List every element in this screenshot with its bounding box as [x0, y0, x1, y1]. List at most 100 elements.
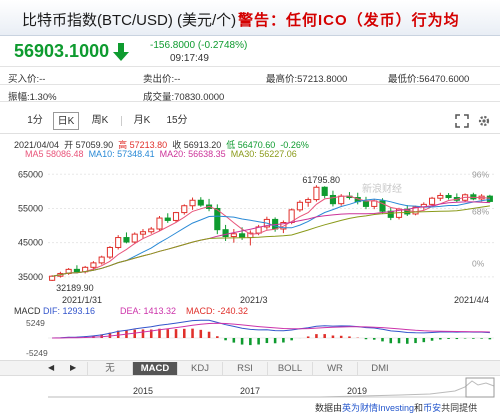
quote-time: 09:17:49 — [170, 53, 209, 64]
macd-dif-line — [52, 319, 490, 339]
scroll-right-icon[interactable]: ▶ — [70, 363, 77, 372]
price-change: -156.8000 (-0.2748%) — [150, 40, 248, 51]
candle-ohlc: 2021/04/04 开 57059.90 高 57213.80 收 56913… — [14, 138, 309, 151]
ask-price: 卖出价:-- — [143, 74, 181, 85]
timeline-overview — [48, 377, 495, 398]
tab-1min[interactable]: 1分 — [27, 115, 43, 126]
ma5-value: MA5 58086.48 — [25, 149, 84, 159]
x-tick-label: 2021/3 — [240, 295, 268, 305]
candle — [181, 204, 188, 215]
fullscreen-icon[interactable] — [455, 114, 469, 128]
tab-weekly-k[interactable]: 周K — [91, 115, 109, 126]
macd-tick-top: 5249 — [26, 318, 45, 328]
ma30-line — [52, 205, 490, 277]
right-pct-label: 0% — [472, 259, 485, 269]
source-prefix: 数据由 — [315, 403, 343, 413]
quote-info-table: 买入价:-- 卖出价:-- 最高价:57213.8000 最低价:56470.6… — [0, 66, 500, 103]
candle — [106, 246, 114, 260]
candle — [412, 205, 419, 216]
data-source: 数据由英为财情Investing和币安共同提供 — [315, 401, 477, 413]
tab-monthly-k[interactable]: 月K — [133, 115, 151, 126]
settings-icon[interactable] — [477, 114, 491, 128]
indicator-boll[interactable]: BOLL — [267, 362, 312, 375]
candle — [123, 232, 130, 244]
source-partner-link[interactable]: 币安 — [423, 403, 442, 413]
y-tick-label: 55000 — [18, 203, 43, 213]
candle — [379, 198, 386, 214]
page-title: 比特币指数(BTC/USD) (美元/个) — [22, 12, 237, 29]
tab-15min[interactable]: 15分 — [166, 115, 188, 126]
candle — [205, 198, 213, 212]
indicator-dmi[interactable]: DMI — [357, 362, 402, 375]
indicator-none[interactable]: 无 — [87, 362, 132, 375]
source-joiner: 和 — [414, 403, 424, 413]
candle — [156, 216, 163, 231]
candle-close: 收 56913.20 — [172, 140, 222, 150]
indicator-kdj[interactable]: KDJ — [177, 362, 222, 375]
macd-chart[interactable]: 5249 -5249 — [0, 318, 500, 358]
x-tick-label: 2021/4/4 — [454, 295, 489, 305]
candle — [172, 211, 180, 223]
indicator-bar: ◀ ▶ 无 MACD KDJ RSI BOLL WR DMI — [0, 360, 500, 376]
candle — [230, 229, 237, 243]
indicator-wr[interactable]: WR — [312, 362, 357, 375]
candle — [98, 255, 105, 265]
bid-price: 买入价:-- — [8, 74, 46, 85]
tab-divider — [121, 116, 122, 126]
candle — [73, 265, 80, 274]
y-tick-label: 45000 — [18, 238, 43, 248]
y-tick-label: 65000 — [18, 169, 43, 179]
quote-panel: 56903.1000 -156.8000 (-0.2748%) 09:17:49 — [0, 36, 500, 66]
macd-header: MACD DIF: 1293.16 DEA: 1413.32 MACD: -24… — [0, 306, 500, 318]
macd-dea-line — [52, 322, 490, 339]
low-annotation: 32189.90 — [56, 283, 94, 293]
candle-pct: -0.26% — [280, 140, 309, 150]
candle — [148, 226, 155, 234]
candle-info: 2021/04/04 开 57059.90 高 57213.80 收 56913… — [0, 138, 500, 160]
candlestick-chart[interactable]: 新浪财经 65000 55000 45000 35000 96% 68% 0% 2021/1/… — [0, 160, 500, 305]
candle-high: 高 57213.80 — [118, 140, 168, 150]
low-price: 最低价:56470.6000 — [388, 74, 470, 85]
candle — [296, 200, 303, 212]
candle — [362, 196, 370, 210]
scroll-left-icon[interactable]: ◀ — [48, 363, 55, 372]
ma10-value: MA10: 57348.41 — [88, 149, 155, 159]
macd-label: MACD — [14, 306, 41, 316]
ma-values: MA5 58086.48 MA10: 57348.41 MA20: 56638.… — [25, 149, 297, 159]
warning-banner: 警告：任何ICO（发币）行为均 — [238, 12, 460, 29]
indicator-macd[interactable]: MACD — [132, 362, 177, 375]
timeline-year: 2019 — [347, 386, 368, 396]
high-annotation: 61795.80 — [302, 175, 340, 185]
macd-dif: DIF: 1293.16 — [43, 306, 96, 316]
candle — [131, 232, 138, 245]
high-price: 最高价:57213.8000 — [266, 74, 348, 85]
candle — [305, 197, 312, 207]
source-suffix: 共同提供 — [441, 403, 478, 413]
candle — [329, 190, 337, 207]
down-arrow-icon — [113, 43, 129, 61]
candle — [437, 192, 444, 201]
timeline-selection[interactable] — [465, 377, 495, 398]
right-pct-label: 96% — [472, 169, 489, 179]
candle — [445, 193, 452, 200]
candle — [428, 196, 436, 206]
candle — [321, 186, 328, 199]
title-bar: 比特币指数(BTC/USD) (美元/个) 警告：任何ICO（发币）行为均 — [0, 0, 500, 36]
candle — [470, 192, 477, 201]
indicator-rsi[interactable]: RSI — [222, 362, 267, 375]
candle-date: 2021/04/04 — [14, 140, 60, 150]
candle — [164, 213, 171, 223]
info-row: 振幅:1.30% 成交量:70830.0000 — [0, 84, 500, 103]
candle — [139, 229, 147, 239]
tab-daily-k[interactable]: 日K — [53, 112, 79, 130]
candle — [222, 224, 229, 241]
chart-watermark: 新浪财经 — [362, 182, 402, 195]
source-provider-link[interactable]: 英为财情Investing — [342, 403, 415, 413]
candle — [453, 193, 460, 203]
current-price: 56903.1000 — [14, 41, 110, 61]
candle-low: 低 56470.60 — [226, 140, 276, 150]
timeline-navigator[interactable]: 2015 2017 2019 — [0, 377, 500, 401]
period-tabs: 1分 日K 周K 月K 15分 — [0, 108, 500, 134]
amplitude: 振幅:1.30% — [8, 92, 57, 103]
candle — [189, 197, 196, 210]
